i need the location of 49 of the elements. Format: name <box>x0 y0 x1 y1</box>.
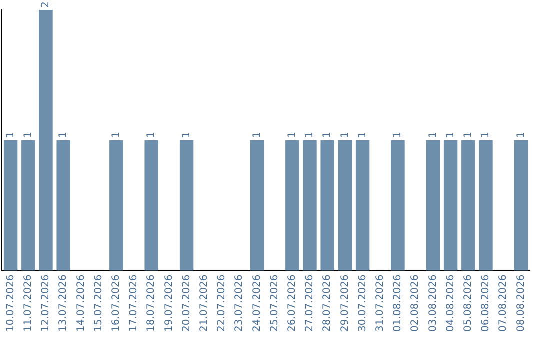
x-tick-label: 01.08.2026 <box>392 274 404 332</box>
data-label: 1 <box>516 132 527 138</box>
x-tick-label: 04.08.2026 <box>445 274 456 332</box>
data-label: 1 <box>480 132 492 138</box>
x-tick-label: 12.07.2026 <box>40 274 52 332</box>
data-label: 1 <box>357 132 368 138</box>
x-tick-label: 07.08.2026 <box>498 274 510 332</box>
data-label: 1 <box>252 132 263 138</box>
data-label: 1 <box>445 132 456 138</box>
x-tick-label: 31.07.2026 <box>374 274 386 332</box>
x-tick-label: 13.07.2026 <box>58 274 70 332</box>
x-tick-label: 16.07.2026 <box>110 274 122 332</box>
x-tick-label: 14.07.2026 <box>76 274 87 332</box>
x-tick-label: 30.07.2026 <box>357 274 368 332</box>
x-tick-label: 08.08.2026 <box>516 274 527 332</box>
data-label: 1 <box>462 132 474 138</box>
x-tick-label: 06.08.2026 <box>480 274 492 332</box>
data-label: 1 <box>322 132 334 138</box>
x-tick-label: 18.07.2026 <box>146 274 158 332</box>
x-tick-label: 26.07.2026 <box>286 274 298 332</box>
data-label: 1 <box>22 132 34 138</box>
x-tick-label: 27.07.2026 <box>304 274 316 332</box>
data-label: 1 <box>58 132 70 138</box>
x-tick-label: 05.08.2026 <box>462 274 474 332</box>
x-tick-label: 21.07.2026 <box>198 274 210 332</box>
x-tick-label: 29.07.2026 <box>340 274 351 332</box>
x-tick-label: 19.07.2026 <box>164 274 175 332</box>
x-tick-label: 25.07.2026 <box>269 274 280 332</box>
data-label: 1 <box>146 132 158 138</box>
x-tick-label: 10.07.2026 <box>5 274 16 332</box>
x-tick-label: 17.07.2026 <box>128 274 140 332</box>
x-tick-label: 11.07.2026 <box>22 274 34 332</box>
data-label: 1 <box>5 132 16 138</box>
data-label: 1 <box>392 132 404 138</box>
x-tick-label: 28.07.2026 <box>322 274 334 332</box>
x-tick-label: 02.08.2026 <box>410 274 422 332</box>
data-label: 1 <box>340 132 351 138</box>
x-tick-label: 03.08.2026 <box>428 274 439 332</box>
x-tick-label: 23.07.2026 <box>234 274 246 332</box>
data-label: 1 <box>304 132 316 138</box>
x-tick-label: 24.07.2026 <box>252 274 263 332</box>
data-label: 2 <box>40 2 52 8</box>
x-tick-label: 20.07.2026 <box>181 274 192 332</box>
data-label: 1 <box>286 132 298 138</box>
x-tick-label: 22.07.2026 <box>216 274 228 332</box>
data-label: 1 <box>428 132 439 138</box>
x-tick-label: 15.07.2026 <box>93 274 104 332</box>
data-label: 1 <box>181 132 192 138</box>
data-label: 1 <box>110 132 122 138</box>
